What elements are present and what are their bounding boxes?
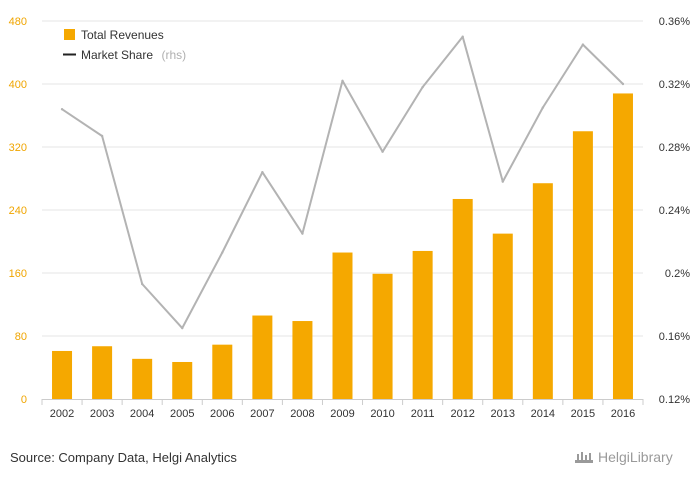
- x-tick-label: 2004: [130, 408, 154, 420]
- bar-series-total-revenues: [52, 93, 633, 399]
- market-share-point-2010: [381, 150, 384, 153]
- library-icon: [575, 452, 593, 463]
- y-left-tick-label: 480: [9, 16, 27, 28]
- bar-2013: [492, 233, 513, 399]
- market-share-point-2016: [621, 82, 625, 86]
- x-tick-label: 2008: [290, 408, 314, 420]
- legend-label-market-share-suffix: (rhs): [161, 48, 186, 62]
- market-share-point-2014: [541, 106, 545, 109]
- legend: Total Revenues Market Share (rhs): [63, 28, 186, 63]
- x-tick-label: 2012: [450, 408, 474, 420]
- line-series-market-share: [60, 35, 625, 330]
- bar-2005: [172, 361, 193, 399]
- x-tick-label: 2007: [250, 408, 274, 420]
- bar-2012: [452, 198, 473, 399]
- bar-2016: [612, 93, 633, 399]
- y-left-tick-label: 160: [9, 268, 27, 280]
- y-left-tick-label: 80: [15, 331, 27, 343]
- x-tick-label: 2006: [210, 408, 234, 420]
- bar-2007: [252, 315, 273, 399]
- market-share-point-2009: [341, 79, 344, 83]
- y-right-tick-label: 0.24%: [659, 205, 690, 217]
- bar-2009: [332, 252, 353, 399]
- legend-label-total-revenues: Total Revenues: [81, 28, 164, 42]
- y-axis-right: 0.12% 0.16% 0.2% 0.24% 0.28% 0.32% 0.36%: [659, 16, 690, 406]
- bar-2003: [92, 346, 113, 399]
- market-share-point-2007: [261, 171, 264, 174]
- y-right-tick-label: 0.12%: [659, 394, 690, 406]
- market-share-point-2004: [140, 282, 144, 286]
- y-left-tick-label: 0: [21, 394, 27, 406]
- y-right-tick-label: 0.32%: [659, 79, 690, 91]
- brand-name: HelgiLibrary: [598, 449, 673, 465]
- market-share-point-2012: [461, 35, 464, 38]
- bar-2006: [212, 344, 233, 399]
- y-left-tick-label: 240: [9, 205, 27, 217]
- x-axis: 2002 2003 2004 2005 2006 2007 2008 2009 2010 2011…: [41, 399, 644, 420]
- bar-2011: [412, 250, 433, 399]
- x-tick-label: 2002: [50, 408, 74, 420]
- bar-2004: [132, 358, 153, 399]
- market-share-point-2002: [60, 108, 64, 111]
- y-right-tick-label: 0.2%: [665, 268, 690, 280]
- x-tick-label: 2003: [90, 408, 114, 420]
- y-axis-left: 0 80 160 240 320 400 480: [9, 16, 27, 406]
- market-share-point-2013: [501, 180, 504, 183]
- x-tick-label: 2015: [571, 408, 595, 420]
- legend-label-market-share: Market Share (rhs): [81, 46, 186, 63]
- legend-swatch-total-revenues: [64, 29, 75, 40]
- market-share-point-2015: [581, 43, 585, 46]
- y-right-tick-label: 0.16%: [659, 331, 690, 343]
- x-tick-label: 2013: [491, 408, 515, 420]
- legend-label-market-share-text: Market Share: [81, 48, 153, 62]
- x-tick-label: 2014: [531, 408, 555, 420]
- x-tick-label: 2011: [411, 408, 435, 420]
- bar-2010: [372, 273, 393, 399]
- x-tick-label: 2009: [330, 408, 354, 420]
- bar-2014: [532, 183, 553, 399]
- market-share-point-2003: [100, 134, 104, 138]
- market-share-point-2006: [221, 251, 224, 254]
- y-left-tick-label: 400: [9, 79, 27, 91]
- market-share-point-2005: [181, 326, 184, 330]
- market-share-point-2011: [421, 85, 424, 89]
- x-tick-label: 2005: [170, 408, 194, 420]
- y-right-tick-label: 0.36%: [659, 16, 690, 28]
- y-left-tick-label: 320: [9, 142, 27, 154]
- y-right-tick-label: 0.28%: [659, 142, 690, 154]
- bar-2008: [292, 321, 313, 399]
- market-share-point-2008: [301, 232, 304, 235]
- brand-logo: HelgiLibrary: [574, 449, 673, 465]
- x-tick-label: 2016: [611, 408, 635, 420]
- bar-2002: [52, 350, 73, 399]
- x-tick-label: 2010: [370, 408, 394, 420]
- bar-2015: [572, 131, 593, 399]
- source-note: Source: Company Data, Helgi Analytics: [10, 450, 237, 465]
